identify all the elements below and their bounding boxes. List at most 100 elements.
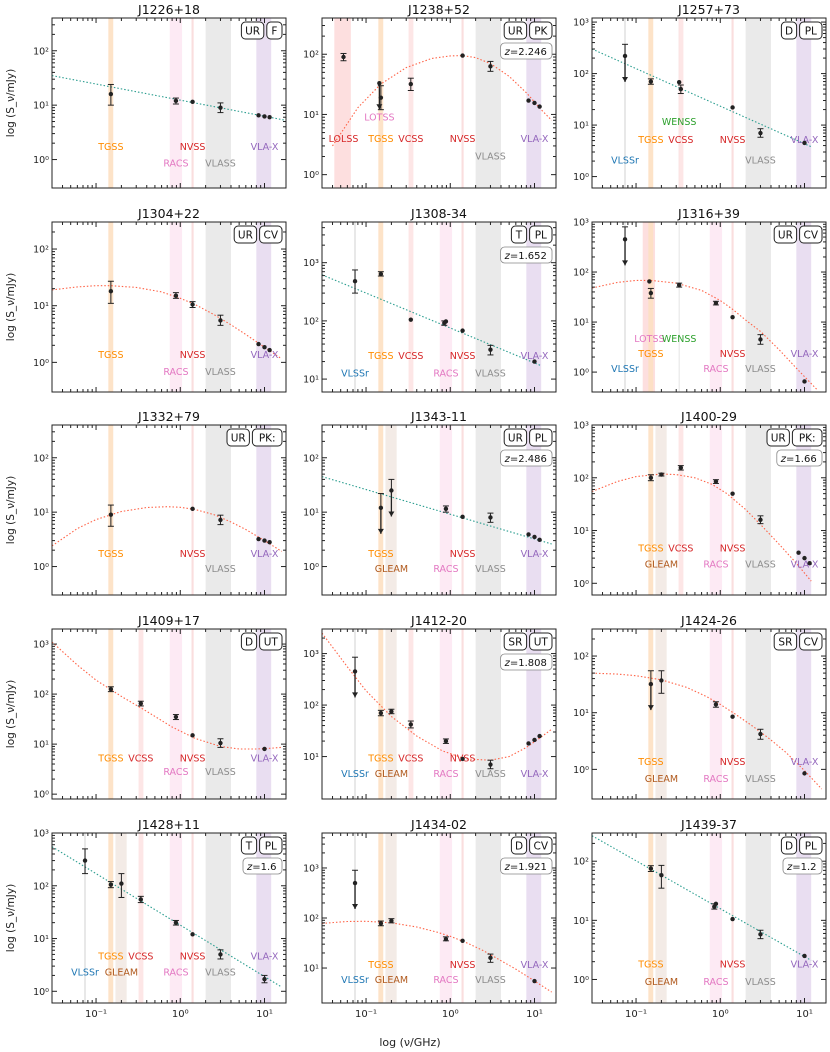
survey-label: TGSS [367, 134, 393, 145]
redshift-value: 2.246 [518, 47, 547, 58]
data-point [352, 279, 358, 284]
redshift-value: 1.2 [801, 862, 817, 873]
fit-line [52, 506, 282, 552]
data-point [443, 738, 449, 744]
redshift-equals: = [786, 454, 794, 465]
y-tick-label: 10² [33, 46, 49, 57]
class-tag-box [529, 836, 553, 855]
y-tick-label: 10² [303, 453, 319, 464]
survey-band-tgss [648, 425, 654, 595]
survey-label: TGSS [637, 349, 663, 360]
panel-frame [51, 832, 287, 1004]
data-point [460, 514, 465, 520]
survey-band-vla-x [526, 629, 542, 799]
fit-line [52, 285, 283, 360]
class-tag-box [510, 225, 528, 244]
survey-label: NVSS [180, 952, 206, 963]
panel-title: J1316+39 [677, 206, 740, 221]
class-tag: T [245, 841, 253, 853]
survey-label: NVSS [450, 549, 476, 560]
class-tag: F [271, 26, 277, 38]
data-point [262, 114, 267, 119]
data-point [526, 741, 531, 746]
panel-frame [51, 17, 287, 189]
survey-label: RACS [703, 977, 728, 988]
survey-band-vla-x [256, 18, 272, 188]
survey-label: NVSS [720, 959, 746, 970]
y-tick-label: 10⁰ [573, 765, 589, 776]
data-point [108, 882, 114, 887]
y-tick-label: 10¹ [573, 708, 589, 719]
survey-band-vlass [745, 425, 771, 595]
survey-label: VLASS [205, 967, 236, 978]
data-point [408, 81, 414, 87]
y-tick-label: 10² [573, 473, 589, 484]
data-point [713, 901, 719, 907]
data-point [262, 345, 267, 350]
data-point [802, 379, 807, 384]
redshift-value: 1.921 [518, 862, 547, 873]
class-tag-box [226, 428, 250, 447]
survey-band-tgss [108, 222, 114, 392]
class-tag: UR [245, 26, 260, 38]
survey-label: VLA-X [251, 952, 279, 963]
survey-label: NVSS [180, 549, 206, 560]
data-point [108, 91, 114, 97]
class-tag: PK [534, 26, 548, 38]
class-tag-box [251, 428, 283, 447]
data-point [678, 86, 684, 92]
survey-label: VLASS [475, 151, 506, 162]
redshift-value: 1.808 [518, 658, 547, 669]
class-tag-box [799, 225, 823, 244]
survey-band-tgss [108, 629, 114, 799]
fit-line [322, 632, 553, 761]
survey-band-vla-x [526, 833, 542, 1003]
data-point [389, 488, 394, 493]
redshift-equals: = [510, 658, 518, 669]
survey-label: NVSS [450, 351, 476, 362]
survey-label: NVSS [720, 757, 746, 768]
survey-band-vla-x [796, 833, 812, 1003]
plot-area: TGSS VCSS NVSS VLA-X VLSSr GLEAM RACS VLASS [52, 833, 282, 1003]
data-point [108, 289, 114, 294]
class-tag-box [240, 836, 258, 855]
class-tag: PL [805, 26, 817, 38]
class-tag: UR [231, 433, 246, 445]
redshift-symbol: z [246, 862, 253, 873]
y-tick-label: 10² [573, 857, 589, 868]
survey-band-nvss [731, 629, 734, 799]
upper-limit-arrowhead [388, 511, 395, 517]
class-tag: D [515, 841, 523, 853]
y-tick-label: 10³ [573, 18, 589, 29]
data-point [758, 731, 763, 737]
survey-band-racs [169, 222, 183, 392]
survey-label: LOLSS [329, 134, 359, 145]
class-tag: CV [804, 230, 819, 242]
survey-band-vlass [475, 425, 501, 595]
survey-label: VLASS [475, 369, 506, 380]
survey-band-tgss [648, 222, 654, 392]
data-point [256, 113, 261, 118]
plot-area: TGSS RACS NVSS VLASS VLA-X [52, 18, 286, 188]
data-point [488, 515, 493, 520]
redshift-symbol: z [504, 862, 511, 873]
survey-label: VCSS [398, 754, 423, 765]
y-axis-label: log (S_ν/mJy) [5, 680, 17, 748]
data-point [218, 952, 223, 957]
survey-label: TGSS [637, 757, 663, 768]
data-point [173, 98, 179, 104]
y-tick-label: 10¹ [303, 508, 319, 519]
data-point [713, 702, 719, 707]
data-point [532, 978, 537, 984]
panel-title: J1257+73 [677, 2, 740, 17]
survey-band-gleam [655, 629, 667, 799]
upper-limit-arrowhead [622, 260, 629, 266]
plot-area: TGSS NVSS VLA-X GLEAM RACS VLASS [592, 833, 819, 1003]
data-point [190, 733, 195, 738]
data-point [352, 880, 358, 886]
y-tick-label: 10² [573, 69, 589, 80]
class-tag: UR [238, 230, 253, 242]
data-point [802, 555, 807, 561]
survey-label: VLSSr [341, 369, 369, 380]
